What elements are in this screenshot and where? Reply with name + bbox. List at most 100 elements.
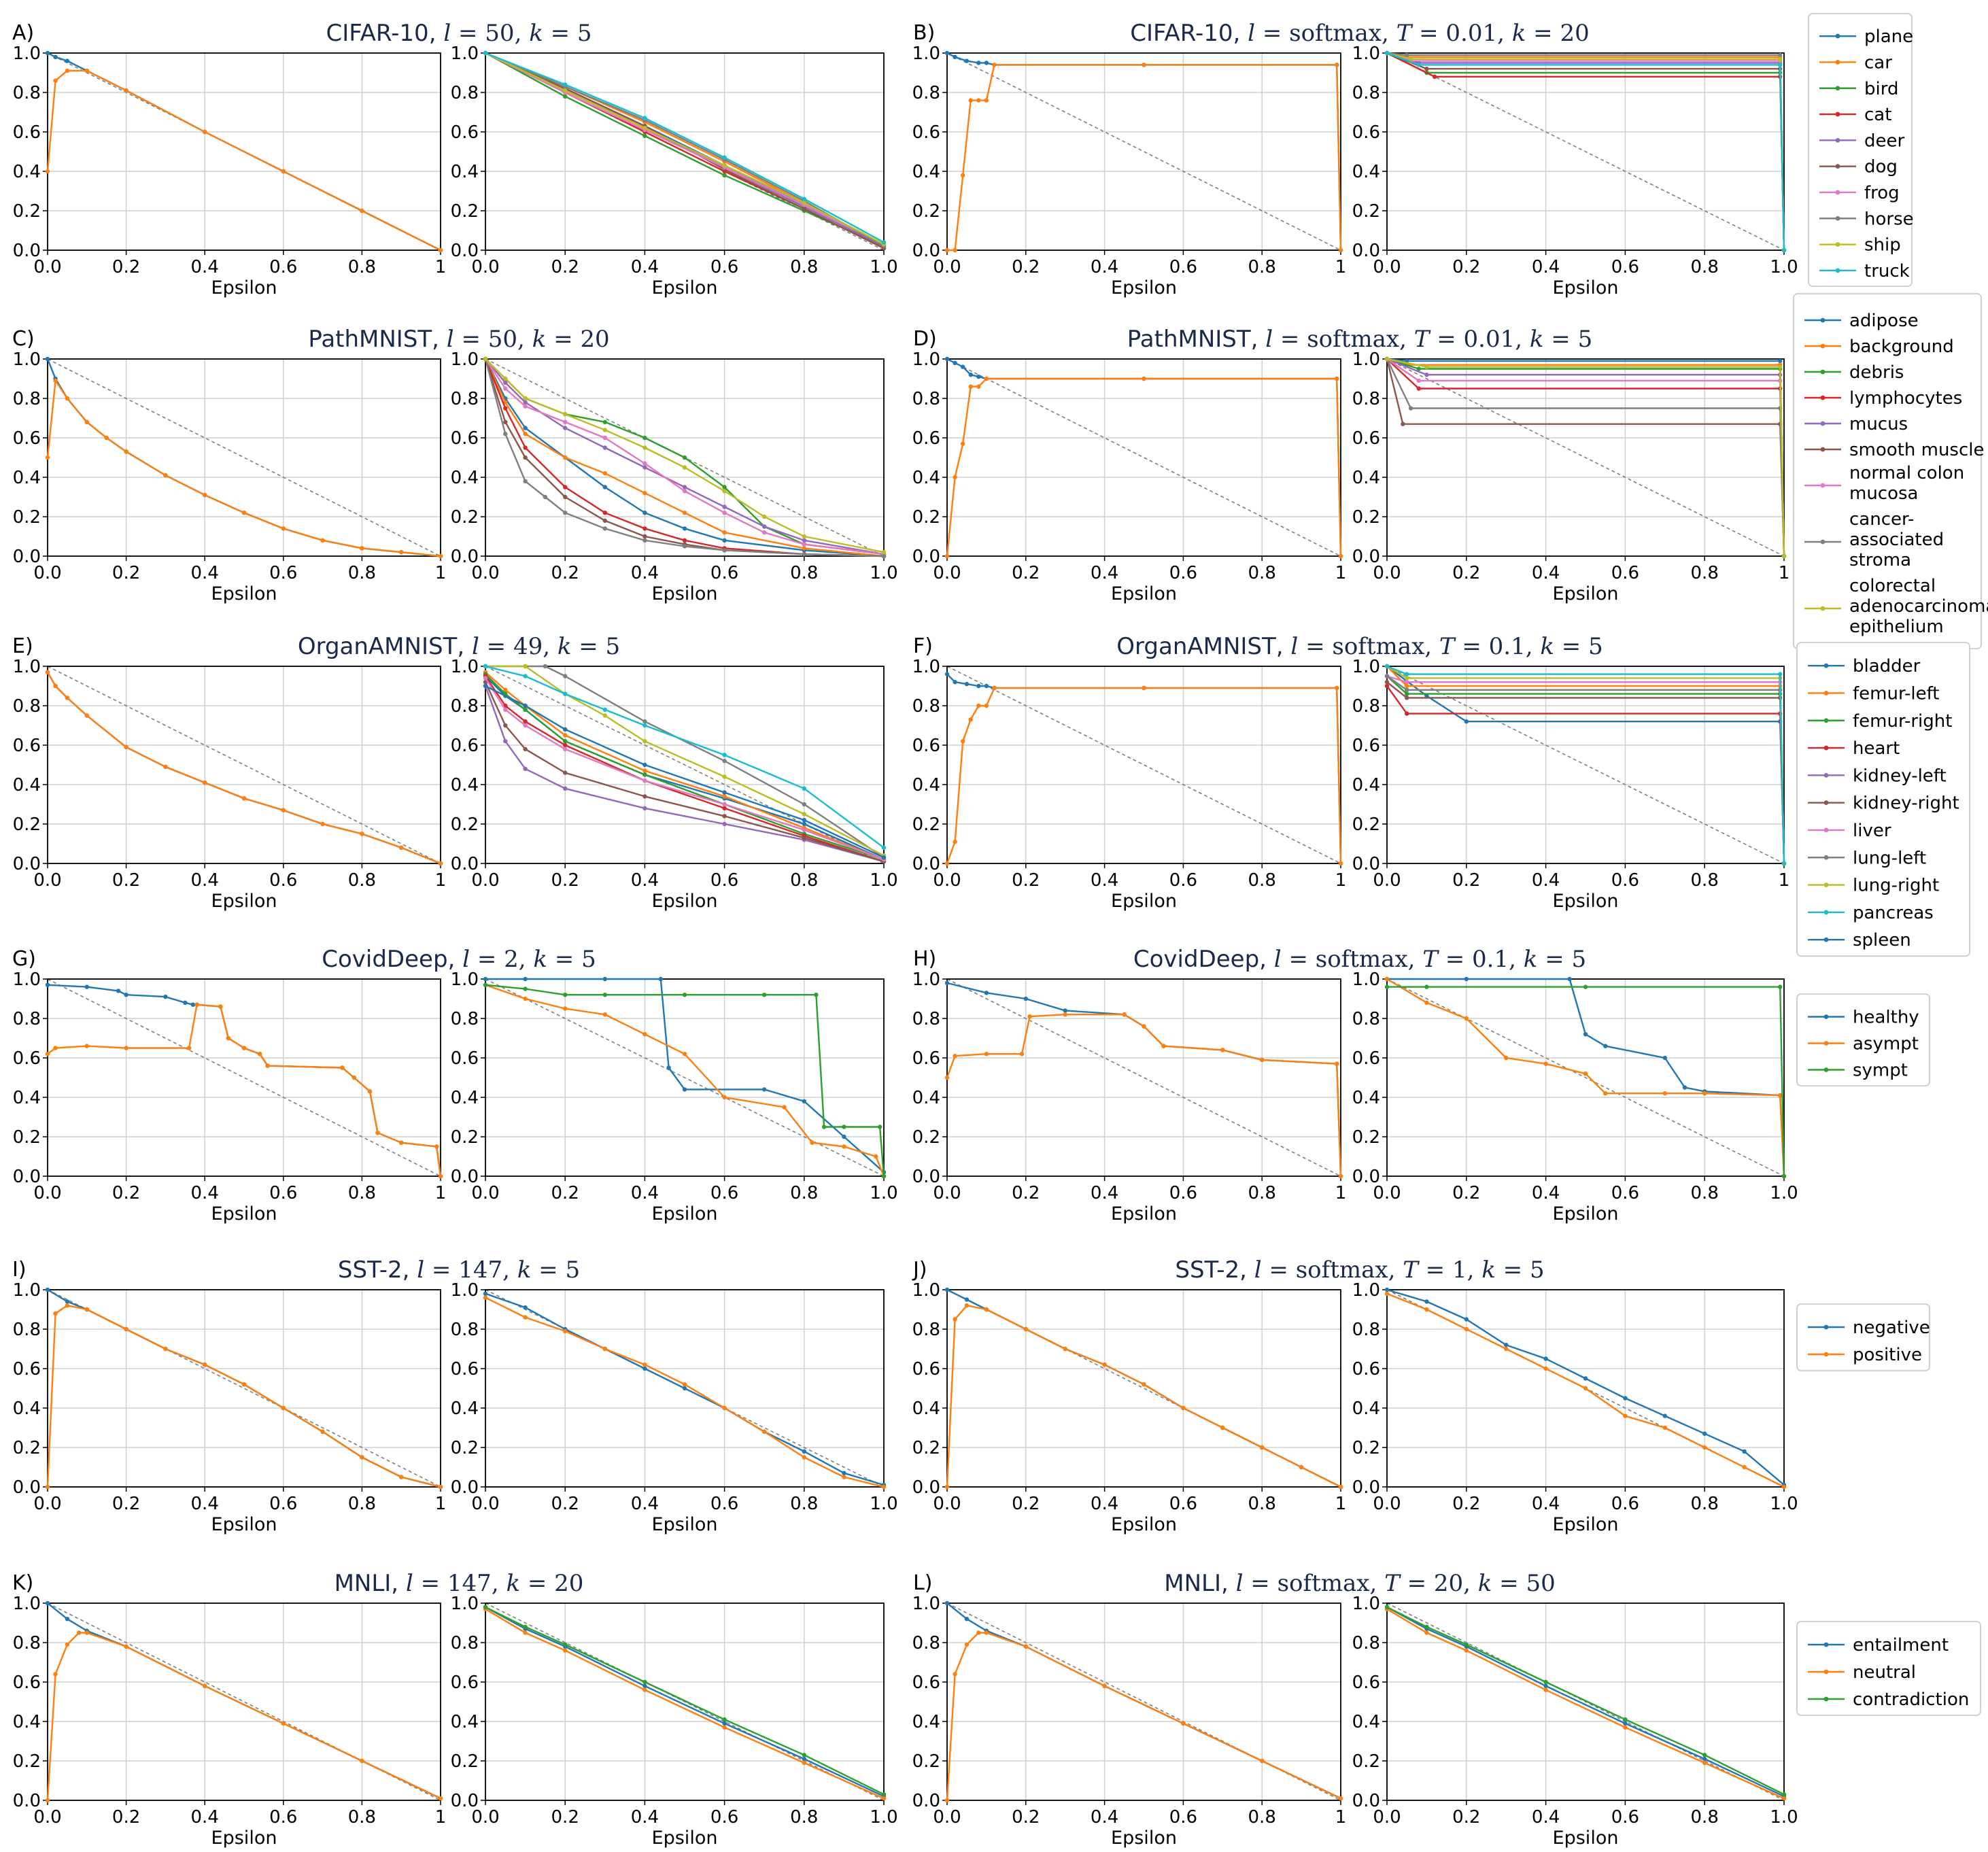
panel-G-left-series-1-point [399, 1140, 404, 1145]
x-tick-label: 0.8 [790, 1807, 818, 1828]
panel-H-right-series-1-point [1777, 1093, 1783, 1098]
y-tick-label: 1.0 [912, 1280, 940, 1301]
panel-I-right-series-0-point [682, 1386, 687, 1391]
y-tick-label: 0.6 [1352, 736, 1380, 756]
panel-B-right-series-9-point [1384, 50, 1390, 56]
panel-F-left-series-1-point [1142, 685, 1146, 691]
legend-swatch-marker [1823, 1324, 1829, 1330]
panel-J-left-series-1-point [1142, 1382, 1146, 1387]
x-axis-label: Epsilon [1111, 891, 1177, 912]
x-tick-label: 0.8 [1248, 1494, 1276, 1514]
panel-D-left-series-0-point [976, 374, 981, 379]
legend-label: liver [1853, 821, 1891, 841]
axes-frame [485, 358, 885, 557]
panel-D-right-series-8-point [1777, 364, 1783, 369]
panel-E-right-series-7-point [563, 674, 568, 679]
legend-swatch-marker [1823, 1669, 1829, 1675]
panel-C-right-series-1-point [602, 471, 607, 476]
panel-H-letter: H) [913, 947, 936, 971]
axes-frame [47, 1289, 441, 1488]
panel-E-left-series-1-point [360, 831, 364, 836]
panel-F-right-series-2-point [1405, 691, 1409, 696]
panel-E-right-series-6-line [484, 677, 885, 861]
legend-label: epithelium [1849, 617, 1944, 637]
panel-C-left-series-1-point [163, 473, 168, 478]
legend-swatch-marker [1823, 1014, 1829, 1019]
panel-C-left-series-1-point [399, 550, 404, 555]
panel-C-left-series-1-point [281, 526, 286, 531]
x-tick-label: 0.8 [790, 870, 818, 891]
y-tick-label: 1.0 [13, 349, 41, 370]
panel-A-left-series-1-point [124, 88, 128, 93]
panel-C-right-series-6-point [682, 489, 687, 494]
panel-J-left-series-1-point [1260, 1445, 1265, 1450]
x-tick-label: 1 [1335, 257, 1347, 277]
x-tick-label: 0.8 [1691, 870, 1719, 891]
panel-G-left-series-1-point [53, 1046, 58, 1050]
panel-C-right-series-2-point [642, 435, 647, 441]
panel-L-left-series-1-line [946, 1632, 1341, 1801]
panel-J-left-series-1-line [946, 1304, 1341, 1488]
panel-E-right-series-2-point [523, 707, 528, 713]
panel-A-right-series-8-point [722, 163, 727, 168]
panel-C-right-series-8-point [881, 550, 887, 555]
panel-I-left-series-1-point [45, 1484, 50, 1490]
panel-A-letter: A) [12, 21, 34, 45]
diagonal-reference-line [946, 978, 1341, 1177]
panel-A-right-series-5-line [485, 52, 885, 250]
panel-L-right-series-2-point [1781, 1792, 1787, 1797]
y-tick-label: 1.0 [912, 44, 940, 64]
y-tick-label: 1.0 [1352, 1594, 1380, 1614]
y-tick-label: 0.0 [1352, 1477, 1380, 1498]
panel-B-left-series-0-point [964, 58, 970, 63]
x-tick-label: 0.4 [1091, 1494, 1118, 1514]
panel-E-left-series-1-point [53, 683, 58, 689]
y-tick-label: 0.4 [13, 1712, 41, 1732]
panel-L-right-series-0-point [1543, 1683, 1548, 1688]
panel-L-left-series-1-point [1023, 1644, 1029, 1649]
y-tick-label: 0.8 [1352, 1009, 1380, 1029]
panel-C-right-series-3-point [682, 538, 687, 543]
panel-G-right-series-2-point [762, 993, 767, 997]
panel-L-left-series-1-point [944, 1798, 950, 1803]
panel-B-left-series-1-point [953, 247, 957, 253]
diagonal-reference-line [1386, 1602, 1785, 1801]
panel-G-right-series-0-point [762, 1087, 767, 1092]
legend-swatch-marker [1820, 343, 1826, 349]
panel-I-right-series-0-point [483, 1291, 488, 1297]
y-tick-label: 0.2 [13, 814, 41, 835]
x-tick-label: 1.0 [870, 870, 897, 891]
panel-I-right-series-1-point [602, 1346, 607, 1352]
panel-C-right-series-6-point [523, 404, 528, 409]
panel-C-right-series-8-point [563, 412, 568, 417]
panel-C-right-series-4-point [642, 465, 647, 470]
panel-F-left-series-1-point [968, 717, 973, 722]
x-axis-label: Epsilon [211, 277, 277, 298]
y-tick-label: 0.2 [1352, 507, 1380, 528]
y-tick-label: 0.4 [451, 1712, 479, 1732]
legend-swatch-marker [1820, 395, 1826, 400]
panel-H-right-series-0-point [1682, 1085, 1687, 1090]
x-axis-label: Epsilon [1553, 277, 1619, 298]
panel-A-right-series-9-point [563, 82, 568, 87]
panel-B-right-series-7-point [1777, 52, 1783, 58]
panel-C-right-series-4-point [523, 400, 528, 405]
x-tick-label: 0.8 [1691, 1807, 1719, 1828]
panel-L-right-series-1-point [1543, 1687, 1548, 1692]
axes-frame [1386, 358, 1785, 557]
legend-label: mucosa [1849, 483, 1919, 504]
panel-J-left-series-1-point [1299, 1464, 1304, 1470]
y-tick-label: 0.6 [1352, 1359, 1380, 1379]
x-tick-label: 0.8 [1248, 257, 1276, 277]
x-axis-label: Epsilon [652, 1828, 718, 1849]
x-tick-label: 0.4 [1091, 257, 1118, 277]
legend-label: heart [1853, 738, 1900, 759]
panel-I-letter: I) [12, 1258, 27, 1282]
panel-D-left-series-1-point [968, 384, 973, 389]
panel-D-right-series-8-line [1386, 358, 1785, 557]
y-tick-label: 0.6 [13, 122, 41, 143]
x-tick-label: 0.2 [112, 563, 140, 583]
x-tick-label: 1.0 [870, 1807, 897, 1828]
panel-J-left-series-1-point [1220, 1425, 1225, 1430]
y-tick-label: 0.4 [451, 1088, 479, 1108]
